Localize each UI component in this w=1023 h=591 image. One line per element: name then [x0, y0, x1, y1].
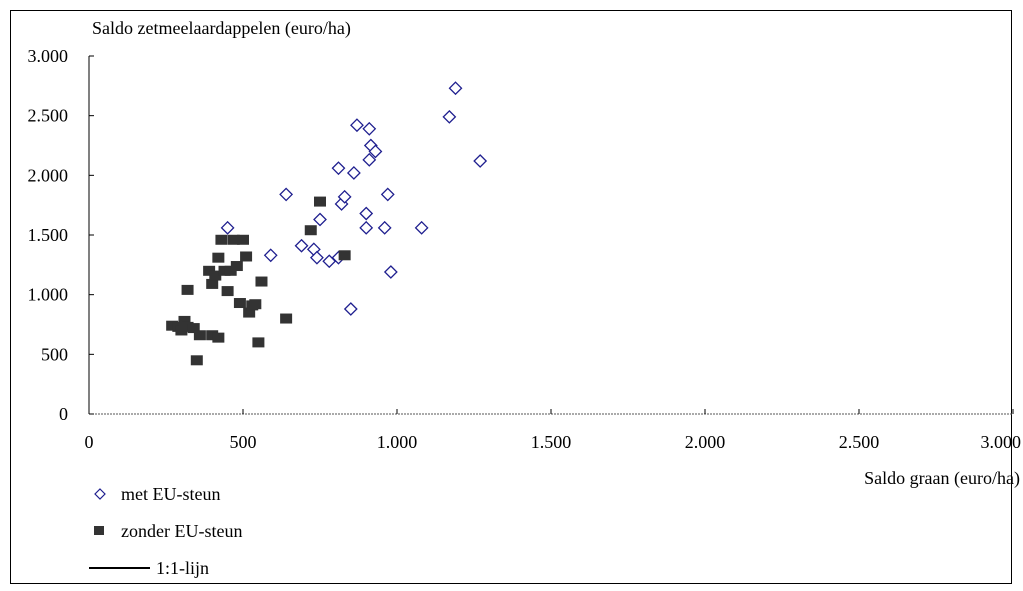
x-tick-label: 3.000	[981, 432, 1022, 452]
point-met-eu-steun	[368, 144, 383, 159]
point-zonder-eu-steun	[240, 251, 253, 262]
point-met-eu-steun	[359, 206, 374, 221]
legend-label-zonder-eu-steun: zonder EU-steun	[121, 521, 242, 541]
y-tick-label: 2.500	[28, 106, 69, 126]
legend-label-1-1-lijn: 1:1-lijn	[156, 558, 209, 578]
point-zonder-eu-steun	[227, 234, 240, 245]
chart-frame	[10, 10, 1012, 584]
y-tick-label: 3.000	[28, 46, 69, 66]
x-tick-label: 2.000	[685, 432, 726, 452]
point-zonder-eu-steun	[193, 330, 206, 341]
point-met-eu-steun	[310, 250, 324, 265]
legend-item-zonder-eu-steun: zonder EU-steun	[94, 521, 242, 541]
point-met-eu-steun	[346, 166, 361, 180]
point-met-eu-steun	[414, 220, 429, 235]
point-zonder-eu-steun	[218, 265, 231, 276]
point-met-eu-steun	[294, 238, 309, 253]
point-zonder-eu-steun	[314, 196, 326, 207]
point-zonder-eu-steun	[230, 261, 243, 272]
point-zonder-eu-steun	[209, 270, 222, 281]
point-met-eu-steun	[337, 189, 352, 204]
point-zonder-eu-steun	[166, 320, 179, 331]
point-zonder-eu-steun	[181, 284, 194, 295]
x-tick-label: 2.500	[839, 432, 880, 452]
point-met-eu-steun	[383, 265, 398, 279]
x-tick-label: 500	[230, 432, 257, 452]
point-zonder-eu-steun	[178, 315, 191, 326]
point-zonder-eu-steun	[175, 325, 188, 336]
point-zonder-eu-steun	[224, 265, 237, 276]
x-tick-label: 1.500	[531, 432, 572, 452]
y-tick-label: 1.000	[28, 285, 69, 305]
point-zonder-eu-steun	[212, 332, 225, 343]
point-met-eu-steun	[362, 121, 377, 136]
legend-item-met-eu-steun: met EU-steun	[94, 484, 220, 504]
y-tick-label: 500	[41, 344, 68, 364]
y-tick-label: 0	[59, 404, 68, 424]
point-zonder-eu-steun	[215, 234, 228, 245]
point-met-eu-steun	[263, 248, 278, 263]
point-zonder-eu-steun	[255, 276, 268, 287]
point-met-eu-steun	[350, 118, 364, 133]
point-met-eu-steun	[362, 152, 377, 167]
point-met-eu-steun	[220, 220, 235, 235]
legend: met EU-steun zonder EU-steun 1:1-lijn	[89, 484, 242, 578]
point-met-eu-steun	[313, 212, 327, 227]
point-met-eu-steun	[448, 81, 463, 96]
legend-item-1-1-lijn: 1:1-lijn	[89, 558, 209, 578]
point-zonder-eu-steun	[206, 330, 219, 341]
axes: 0 500 1.000 1.500 2.000 2.500 3.000 0 500 1.000 1.…	[28, 46, 1022, 452]
point-zonder-eu-steun	[249, 299, 262, 310]
y-tick-label: 1.500	[28, 225, 69, 245]
point-zonder-eu-steun	[221, 286, 234, 297]
point-met-eu-steun	[442, 109, 457, 124]
point-met-eu-steun	[377, 220, 392, 235]
x-tick-label: 0	[85, 432, 94, 452]
point-met-eu-steun	[331, 161, 346, 176]
point-zonder-eu-steun	[237, 234, 249, 245]
point-met-eu-steun	[343, 302, 358, 316]
legend-square-marker	[94, 526, 104, 535]
point-zonder-eu-steun	[252, 337, 265, 348]
point-zonder-eu-steun	[243, 307, 256, 318]
y-tick-label: 2.000	[28, 165, 69, 185]
point-zonder-eu-steun	[190, 355, 203, 366]
legend-diamond-marker	[94, 488, 106, 500]
x-axis-label: Saldo graan (euro/ha)	[864, 468, 1020, 489]
point-zonder-eu-steun	[181, 321, 194, 332]
point-zonder-eu-steun	[304, 225, 317, 236]
point-zonder-eu-steun	[203, 265, 216, 276]
point-met-eu-steun	[380, 187, 395, 202]
legend-label-met-eu-steun: met EU-steun	[121, 484, 220, 504]
point-zonder-eu-steun	[212, 252, 225, 263]
point-zonder-eu-steun	[233, 298, 246, 309]
point-zonder-eu-steun	[280, 313, 293, 324]
point-met-eu-steun	[279, 187, 294, 202]
point-zonder-eu-steun	[187, 323, 200, 334]
point-met-eu-steun	[359, 220, 374, 235]
x-tick-label: 1.000	[377, 432, 418, 452]
point-met-eu-steun	[473, 154, 488, 168]
point-zonder-eu-steun	[338, 250, 351, 261]
point-zonder-eu-steun	[206, 278, 219, 289]
y-axis-label: Saldo zetmeelaardappelen (euro/ha)	[92, 18, 351, 39]
data-points	[166, 81, 488, 366]
